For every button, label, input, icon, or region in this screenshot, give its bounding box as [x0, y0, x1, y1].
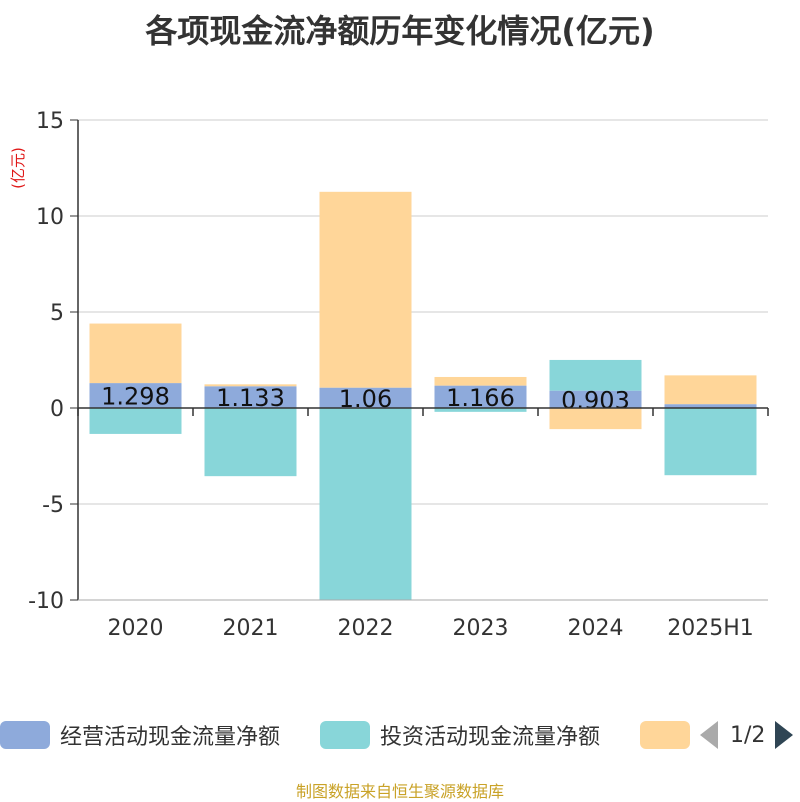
bar-series-1-2024 — [549, 359, 642, 391]
legend-prev-arrow-icon[interactable] — [700, 721, 718, 749]
legend-page-indicator: 1/2 — [730, 722, 766, 748]
bar-series-0-2025H1 — [664, 404, 757, 408]
x-tick-label: 2025H1 — [667, 616, 754, 641]
bar-series-1-2022 — [319, 408, 412, 600]
legend-swatch-financing — [640, 721, 690, 749]
bar-series-1-2023 — [434, 408, 527, 412]
legend-label-investing: 投资活动现金流量净额 — [380, 725, 601, 750]
data-source-note: 制图数据来自恒生聚源数据库 — [295, 782, 504, 801]
bar-series-0-2021 — [204, 386, 297, 408]
bar-series-2-2020 — [89, 323, 182, 384]
y-tick-label: 0 — [50, 397, 64, 422]
legend-item-financing[interactable] — [640, 712, 690, 758]
y-tick-label: 15 — [36, 109, 64, 134]
bar-series-2-2023 — [434, 376, 527, 386]
legend-item-investing[interactable]: 投资活动现金流量净额 — [320, 712, 600, 758]
bar-series-2-2022 — [319, 191, 412, 388]
legend-swatch-operating — [0, 721, 50, 749]
legend: 经营活动现金流量净额 投资活动现金流量净额 — [0, 712, 800, 758]
bar-series-0-2023 — [434, 385, 527, 408]
bar-series-0-2022 — [319, 387, 412, 408]
bar-series-1-2025H1 — [664, 408, 757, 476]
x-tick-label: 2022 — [338, 616, 394, 641]
legend-swatch-investing — [320, 721, 370, 749]
x-tick-label: 2021 — [223, 616, 279, 641]
y-tick-label: -5 — [42, 493, 64, 518]
bar-series-1-2020 — [89, 408, 182, 434]
y-tick-label: 10 — [36, 205, 64, 230]
bar-series-0-2024 — [549, 390, 642, 408]
bar-series-2-2024 — [549, 408, 642, 430]
bar-series-2-2025H1 — [664, 375, 757, 405]
bar-series-1-2021 — [204, 408, 297, 477]
legend-next-arrow-icon[interactable] — [775, 721, 794, 749]
chart-title: 各项现金流净额历年变化情况(亿元) — [145, 12, 655, 50]
y-tick-label: 5 — [50, 301, 64, 326]
legend-label-operating: 经营活动现金流量净额 — [60, 725, 281, 750]
bar-data-label: 1.298 — [101, 383, 170, 411]
bar-series-2-2021 — [204, 384, 297, 387]
legend-item-operating[interactable]: 经营活动现金流量净额 — [0, 712, 280, 758]
y-tick-label: -10 — [28, 589, 64, 614]
legend-pager: 1/2 — [700, 712, 800, 758]
bar-data-label: 1.166 — [446, 384, 515, 412]
x-tick-label: 2020 — [108, 616, 164, 641]
bar-series-0-2020 — [89, 383, 182, 408]
x-tick-label: 2023 — [453, 616, 509, 641]
x-tick-label: 2024 — [568, 616, 624, 641]
